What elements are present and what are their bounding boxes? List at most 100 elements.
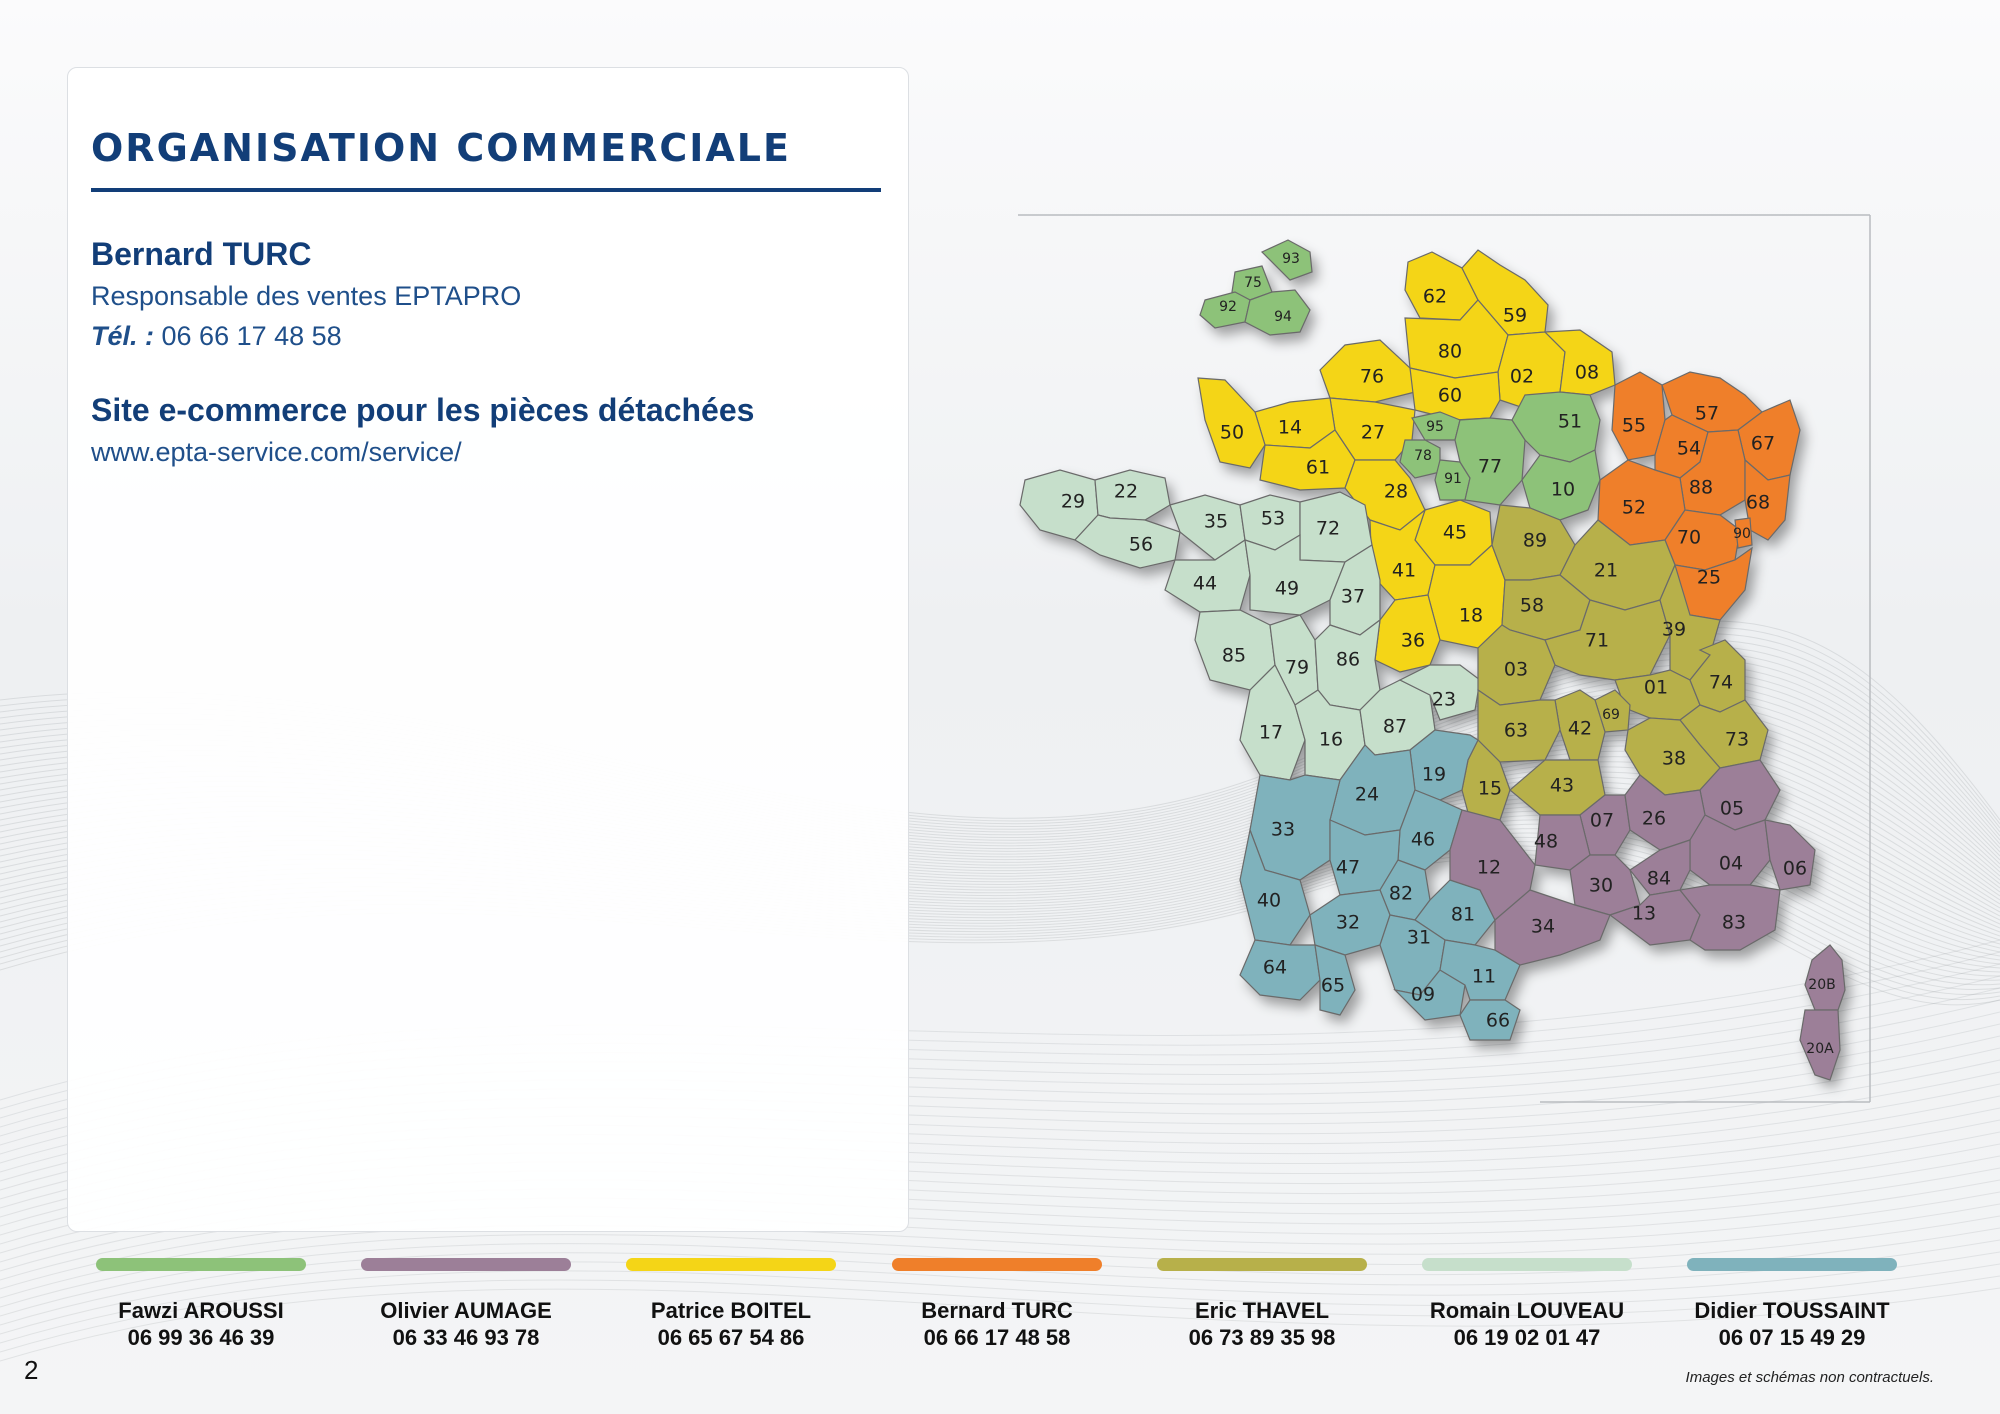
department-42 xyxy=(1554,689,1606,761)
legend-name: Didier TOUSSAINT xyxy=(1694,1298,1890,1323)
disclaimer: Images et schémas non contractuels. xyxy=(1685,1369,1934,1386)
legend-phone: 06 19 02 01 47 xyxy=(1453,1325,1601,1350)
department-label: 85 xyxy=(1222,645,1246,667)
wave-line xyxy=(0,1251,2000,1335)
department-label: 56 xyxy=(1129,534,1153,556)
department-label: 38 xyxy=(1662,748,1686,770)
legend-phone: 06 65 67 54 86 xyxy=(657,1325,805,1350)
department-label: 14 xyxy=(1278,417,1302,439)
department-label: 34 xyxy=(1531,916,1555,938)
department-label: 04 xyxy=(1719,853,1743,875)
department-label: 05 xyxy=(1720,798,1744,820)
department-label: 81 xyxy=(1451,904,1475,926)
department-label: 69 xyxy=(1602,707,1620,723)
legend-color-bar xyxy=(626,1258,836,1271)
department-label: 07 xyxy=(1590,810,1614,832)
department-label: 77 xyxy=(1478,456,1502,478)
department-label: 46 xyxy=(1411,829,1435,851)
department-label: 72 xyxy=(1316,518,1340,540)
phone-label: Tél. : xyxy=(91,321,155,351)
department-label: 40 xyxy=(1257,890,1281,912)
department-label: 80 xyxy=(1438,341,1462,363)
department-label: 60 xyxy=(1438,385,1462,407)
department-label: 39 xyxy=(1662,619,1686,641)
phone-number: 06 66 17 48 58 xyxy=(154,321,342,351)
legend-name: Bernard TURC xyxy=(921,1298,1073,1323)
department-label: 93 xyxy=(1282,251,1300,267)
legend-phone: 06 73 89 35 98 xyxy=(1188,1325,1336,1350)
legend-item: Olivier AUMAGE 06 33 46 93 78 xyxy=(361,1258,571,1351)
department-64 xyxy=(1239,939,1321,1001)
department-label: 64 xyxy=(1263,957,1287,979)
legend-color-bar xyxy=(361,1258,571,1271)
department-label: 54 xyxy=(1677,438,1701,460)
department-label: 88 xyxy=(1689,477,1713,499)
department-60 xyxy=(1409,367,1501,421)
department-90 xyxy=(1734,517,1753,549)
shop-title: Site e-commerce pour les pièces détachée… xyxy=(91,392,755,428)
department-label: 45 xyxy=(1443,522,1467,544)
department-93 xyxy=(1260,239,1313,281)
department-label: 65 xyxy=(1321,975,1345,997)
department-20b xyxy=(1804,944,1846,1011)
department-label: 24 xyxy=(1355,784,1379,806)
department-label: 68 xyxy=(1746,492,1770,514)
legend-item: Bernard TURC 06 66 17 48 58 xyxy=(892,1258,1102,1351)
department-label: 12 xyxy=(1477,857,1501,879)
legend-phone: 06 66 17 48 58 xyxy=(923,1325,1071,1350)
wave-line xyxy=(0,1191,2000,1290)
department-06 xyxy=(1764,819,1816,891)
department-label: 30 xyxy=(1589,875,1613,897)
department-label: 11 xyxy=(1472,966,1496,988)
department-label: 91 xyxy=(1444,471,1462,487)
department-label: 86 xyxy=(1336,649,1360,671)
department-label: 70 xyxy=(1677,527,1701,549)
department-label: 71 xyxy=(1585,630,1609,652)
department-label: 49 xyxy=(1275,578,1299,600)
legend-item: Patrice BOITEL 06 65 67 54 86 xyxy=(626,1258,836,1351)
department-label: 67 xyxy=(1751,433,1775,455)
wave-line xyxy=(0,1263,2000,1344)
department-40 xyxy=(1239,827,1311,946)
department-label: 50 xyxy=(1220,422,1244,444)
department-50 xyxy=(1197,377,1266,469)
department-label: 33 xyxy=(1271,819,1295,841)
department-label: 15 xyxy=(1478,778,1502,800)
department-label: 32 xyxy=(1336,912,1360,934)
department-label: 90 xyxy=(1733,526,1751,542)
department-label: 75 xyxy=(1244,275,1262,291)
department-label: 17 xyxy=(1259,722,1283,744)
wave-line xyxy=(0,1275,2000,1353)
department-label: 06 xyxy=(1783,858,1807,880)
department-label: 01 xyxy=(1644,677,1668,699)
department-label: 66 xyxy=(1486,1010,1510,1032)
department-94 xyxy=(1244,289,1311,336)
department-83 xyxy=(1678,884,1781,951)
department-label: 23 xyxy=(1432,689,1456,711)
page-number: 2 xyxy=(24,1355,39,1385)
title-underline xyxy=(91,188,881,192)
department-label: 26 xyxy=(1642,808,1666,830)
department-label: 16 xyxy=(1319,729,1343,751)
department-label: 27 xyxy=(1361,422,1385,444)
department-label: 89 xyxy=(1523,530,1547,552)
department-68 xyxy=(1744,458,1791,541)
department-label: 53 xyxy=(1261,508,1285,530)
department-label: 47 xyxy=(1336,857,1360,879)
legend-color-bar xyxy=(1422,1258,1632,1271)
department-label: 95 xyxy=(1426,419,1444,435)
department-label: 63 xyxy=(1504,720,1528,742)
shop-url-link[interactable]: www.epta-service.com/service/ xyxy=(91,437,462,467)
legend-phone: 06 07 15 49 29 xyxy=(1718,1325,1866,1350)
legend-color-bar xyxy=(1157,1258,1367,1271)
wave-line xyxy=(0,1215,2000,1308)
department-65 xyxy=(1314,944,1356,1016)
department-label: 31 xyxy=(1407,927,1431,949)
department-label: 94 xyxy=(1274,309,1292,325)
page-title: ORGANISATION COMMERCIALE xyxy=(91,126,791,170)
department-label: 43 xyxy=(1550,775,1574,797)
department-label: 22 xyxy=(1114,481,1138,503)
department-label: 44 xyxy=(1193,573,1217,595)
contact-role: Responsable des ventes EPTAPRO xyxy=(91,281,522,311)
department-label: 25 xyxy=(1697,567,1721,589)
